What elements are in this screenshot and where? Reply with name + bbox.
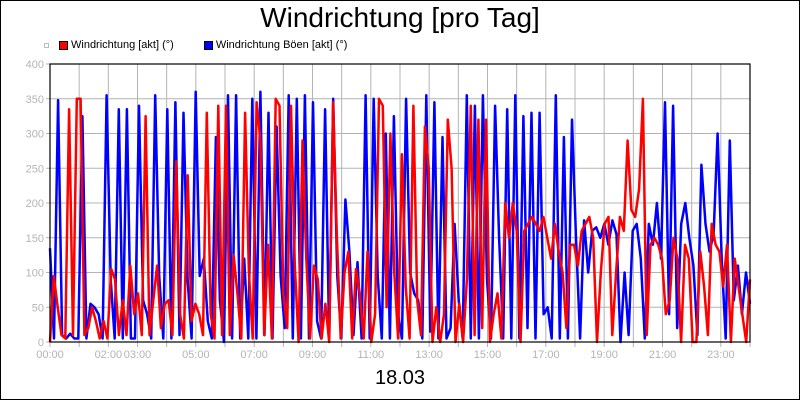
y-tick-label: 250 xyxy=(26,163,44,175)
chart-title: Windrichtung [pro Tag] xyxy=(260,2,540,33)
legend-label: Windrichtung [akt] (°) xyxy=(71,39,174,51)
red-swatch-icon xyxy=(59,40,68,50)
series-boeen-line xyxy=(48,90,752,344)
x-tick-label: 11:00 xyxy=(357,349,384,361)
y-tick-label: 150 xyxy=(26,233,44,245)
date-label: 18.03 xyxy=(374,367,426,389)
y-tick-label: 400 xyxy=(26,59,44,71)
y-tick-label: 350 xyxy=(26,94,44,106)
x-tick-label: 13:00 xyxy=(415,349,443,361)
blue-swatch-icon xyxy=(203,40,213,50)
legend-item-windrichtung-boeen[interactable]: Windrichtung Böen [akt] (°) xyxy=(203,39,348,51)
legend-toggle-icon[interactable] xyxy=(44,42,49,48)
x-tick-label: 02:00 xyxy=(95,349,123,361)
x-tick-label: 19:00 xyxy=(590,349,618,361)
x-tick-label: 17:00 xyxy=(532,349,560,361)
x-tick-label: 03:00 xyxy=(124,349,152,361)
y-tick-label: 200 xyxy=(26,198,44,210)
legend-label: Windrichtung Böen [akt] (°) xyxy=(215,39,348,51)
x-tick-label: 23:00 xyxy=(707,349,735,361)
series-windrichtung-line xyxy=(48,97,752,344)
x-tick-label: 00:00 xyxy=(36,349,64,361)
y-tick-label: 0 xyxy=(38,337,44,349)
y-tick-label: 100 xyxy=(26,268,44,280)
y-tick-label: 300 xyxy=(26,129,44,141)
x-tick-label: 09:00 xyxy=(299,349,327,361)
y-tick-label: 50 xyxy=(32,302,44,314)
x-tick-label: 21:00 xyxy=(649,349,677,361)
legend: Windrichtung [akt] (°) Windrichtung Böen… xyxy=(44,38,377,52)
plot-border xyxy=(49,63,751,343)
legend-item-windrichtung[interactable]: Windrichtung [akt] (°) xyxy=(59,39,174,51)
x-tick-label: 07:00 xyxy=(240,349,268,361)
x-tick-label: 15:00 xyxy=(474,349,502,361)
x-tick-label: 05:00 xyxy=(182,349,210,361)
